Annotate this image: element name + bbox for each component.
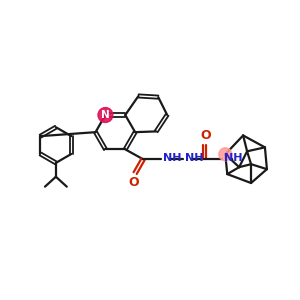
Text: NH: NH xyxy=(185,153,203,163)
Text: NH: NH xyxy=(163,153,182,163)
Text: O: O xyxy=(129,176,140,189)
Text: NH: NH xyxy=(224,153,243,163)
Text: N: N xyxy=(101,110,110,120)
Circle shape xyxy=(98,108,113,122)
Text: O: O xyxy=(200,129,211,142)
Circle shape xyxy=(219,148,232,161)
